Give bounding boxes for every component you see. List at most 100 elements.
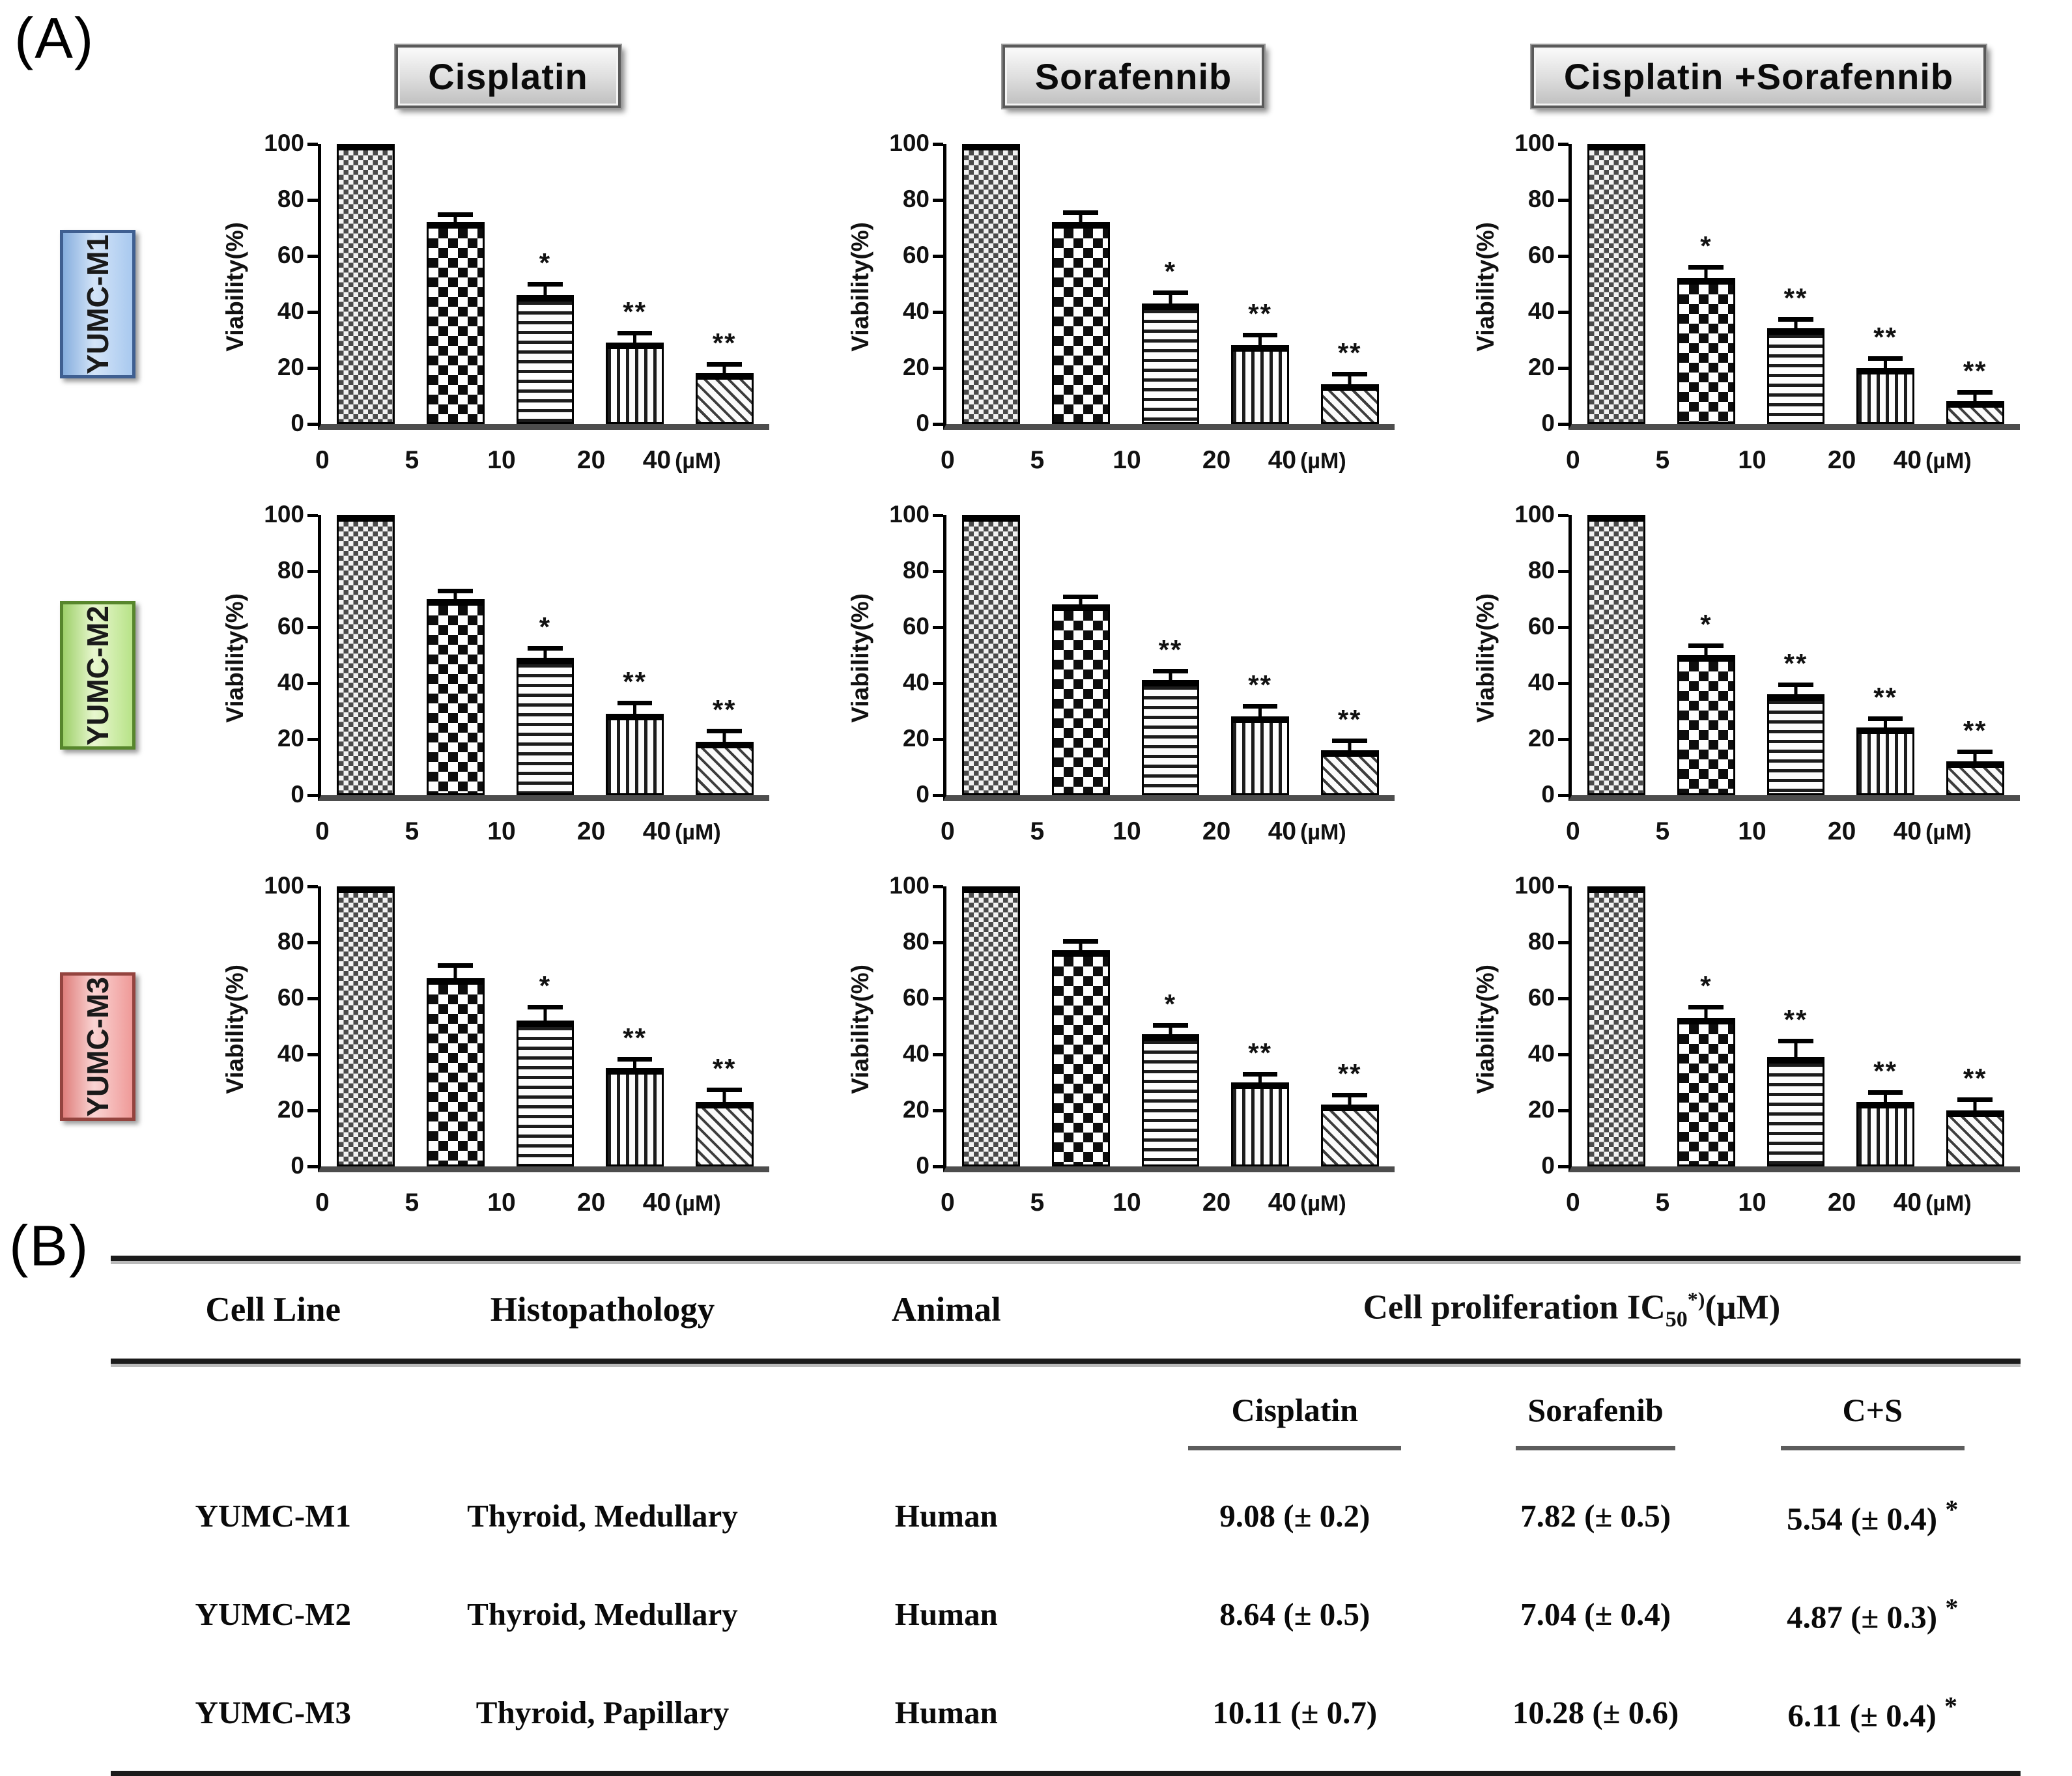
y-tick-mark xyxy=(933,366,943,370)
bar-diagonal-hatch xyxy=(1946,1110,2004,1166)
x-tick-label: 10 xyxy=(1113,1189,1141,1217)
error-bar xyxy=(1332,1093,1368,1107)
bar-fine-checker xyxy=(1587,143,1646,424)
animal-value: Human xyxy=(894,1596,998,1632)
y-tick-label: 60 xyxy=(902,241,930,268)
y-tick-mark xyxy=(1558,793,1568,797)
y-tick-label: 100 xyxy=(1514,129,1555,156)
significance-star: * xyxy=(1945,1593,1959,1623)
error-bar xyxy=(1153,290,1188,306)
bar-horizontal-stripes xyxy=(516,657,575,795)
y-tick-label: 100 xyxy=(264,871,304,899)
y-tick-label: 100 xyxy=(1514,500,1555,528)
error-bar xyxy=(1867,356,1903,371)
x-tick-label: 20 xyxy=(1202,446,1231,474)
y-tick-mark xyxy=(307,884,318,888)
bar-group: ** xyxy=(1312,886,1388,1166)
x-tick-label: 10 xyxy=(1113,817,1141,845)
plot-area: 0 20 40 60 80 100 * ** ** xyxy=(264,872,769,1179)
y-tick-label: 0 xyxy=(916,1151,930,1179)
bar-bold-checker xyxy=(426,221,485,424)
y-tick-mark xyxy=(307,625,318,629)
significance-star: * xyxy=(1944,1691,1958,1721)
y-tick-label: 20 xyxy=(277,1095,304,1123)
bar-group xyxy=(328,143,404,424)
error-bar xyxy=(1153,1022,1188,1037)
x-axis-unit: (µM) xyxy=(1300,1191,1346,1216)
ic50-sorafenib-value: 7.82 (± 0.5) xyxy=(1520,1498,1671,1534)
error-bar xyxy=(1063,938,1099,953)
x-axis-unit: (µM) xyxy=(675,820,721,845)
x-tick-label: 0 xyxy=(940,1189,955,1217)
y-tick-mark xyxy=(307,513,318,517)
y-tick-mark xyxy=(1558,625,1568,629)
y-tick-mark xyxy=(307,422,318,426)
y-tick-label: 100 xyxy=(889,500,930,528)
plot-area: 0 20 40 60 80 100 * ** ** xyxy=(264,130,769,436)
table-top-rule xyxy=(111,1256,2021,1261)
cell-line-badge-yumc-m2: YUMC-M2 xyxy=(60,601,135,750)
x-axis-labels: 0 5 10 20 40 (µM) xyxy=(903,446,1351,475)
x-tick-label: 40 (µM) xyxy=(642,817,721,845)
y-tick-label: 40 xyxy=(1527,297,1555,324)
plot-area: 0 20 40 60 80 100 * ** ** ** xyxy=(1514,130,2020,436)
x-tick-label: 0 xyxy=(315,446,330,474)
error-bar xyxy=(1063,594,1099,608)
bar-horizontal-stripes xyxy=(1767,328,1825,424)
y-tick-mark xyxy=(1558,310,1568,314)
bar-group: ** xyxy=(1222,144,1298,424)
y-tick-mark xyxy=(933,569,943,573)
x-tick-label: 5 xyxy=(1655,1189,1670,1217)
bar-group: ** xyxy=(1222,515,1298,795)
panel-b-label: (B) xyxy=(9,1213,90,1278)
y-tick-mark xyxy=(933,737,943,741)
x-tick-label: 20 xyxy=(1202,1189,1231,1217)
bar-bold-checker xyxy=(426,599,485,795)
error-bar xyxy=(617,1056,653,1071)
bar-group: * xyxy=(1668,144,1744,424)
error-bar xyxy=(1688,265,1724,281)
y-tick-label: 80 xyxy=(1527,185,1555,212)
table-header-row: Cell Line Histopathology Animal Cell pro… xyxy=(111,1261,2021,1359)
bar-fine-checker xyxy=(962,514,1021,795)
x-tick-label: 10 xyxy=(1738,817,1767,845)
y-tick-label: 60 xyxy=(1527,983,1555,1011)
table-row: YUMC-M3 Thyroid, Papillary Human 10.11 (… xyxy=(111,1663,2021,1762)
error-bar xyxy=(1778,1038,1813,1060)
y-tick-mark xyxy=(1558,996,1568,1000)
cell-line-value: YUMC-M3 xyxy=(195,1695,351,1730)
bar-fine-checker xyxy=(962,886,1021,1166)
bar-group: ** xyxy=(1312,144,1388,424)
panel-a-label: (A) xyxy=(14,6,95,70)
bar-diagonal-hatch xyxy=(695,373,754,424)
x-tick-label: 10 xyxy=(487,1189,516,1217)
error-bar xyxy=(1242,332,1278,348)
bar-group: ** xyxy=(1312,515,1388,795)
y-tick-mark xyxy=(1558,366,1568,370)
y-tick-label: 60 xyxy=(902,983,930,1011)
error-bar xyxy=(528,1005,563,1023)
x-axis-unit: (µM) xyxy=(1925,449,1972,473)
bar-group xyxy=(418,515,494,795)
ic50-sorafenib-value: 7.04 (± 0.4) xyxy=(1520,1596,1671,1632)
x-axis-unit: (µM) xyxy=(1300,449,1346,473)
subheader-cisplatin: Cisplatin xyxy=(1231,1392,1359,1428)
x-tick-label: 0 xyxy=(940,817,955,845)
y-tick-mark xyxy=(1558,1052,1568,1056)
x-tick-label: 20 xyxy=(1202,817,1231,845)
y-tick-mark xyxy=(933,513,943,517)
y-tick-mark xyxy=(933,1052,943,1056)
bar-bold-checker xyxy=(426,978,485,1166)
y-tick-label: 20 xyxy=(277,724,304,752)
bar-group: ** xyxy=(1847,886,1923,1166)
y-tick-mark xyxy=(307,1108,318,1112)
y-tick-mark xyxy=(307,940,318,944)
table-row: YUMC-M1 Thyroid, Medullary Human 9.08 (±… xyxy=(111,1467,2021,1565)
x-tick-label: 0 xyxy=(315,817,330,845)
error-bar xyxy=(1242,703,1278,720)
bar-bold-checker xyxy=(1677,277,1735,424)
significance-star: * xyxy=(1945,1495,1959,1525)
y-axis-label: Viability(%) xyxy=(847,593,873,723)
x-tick-label: 5 xyxy=(404,1189,419,1217)
